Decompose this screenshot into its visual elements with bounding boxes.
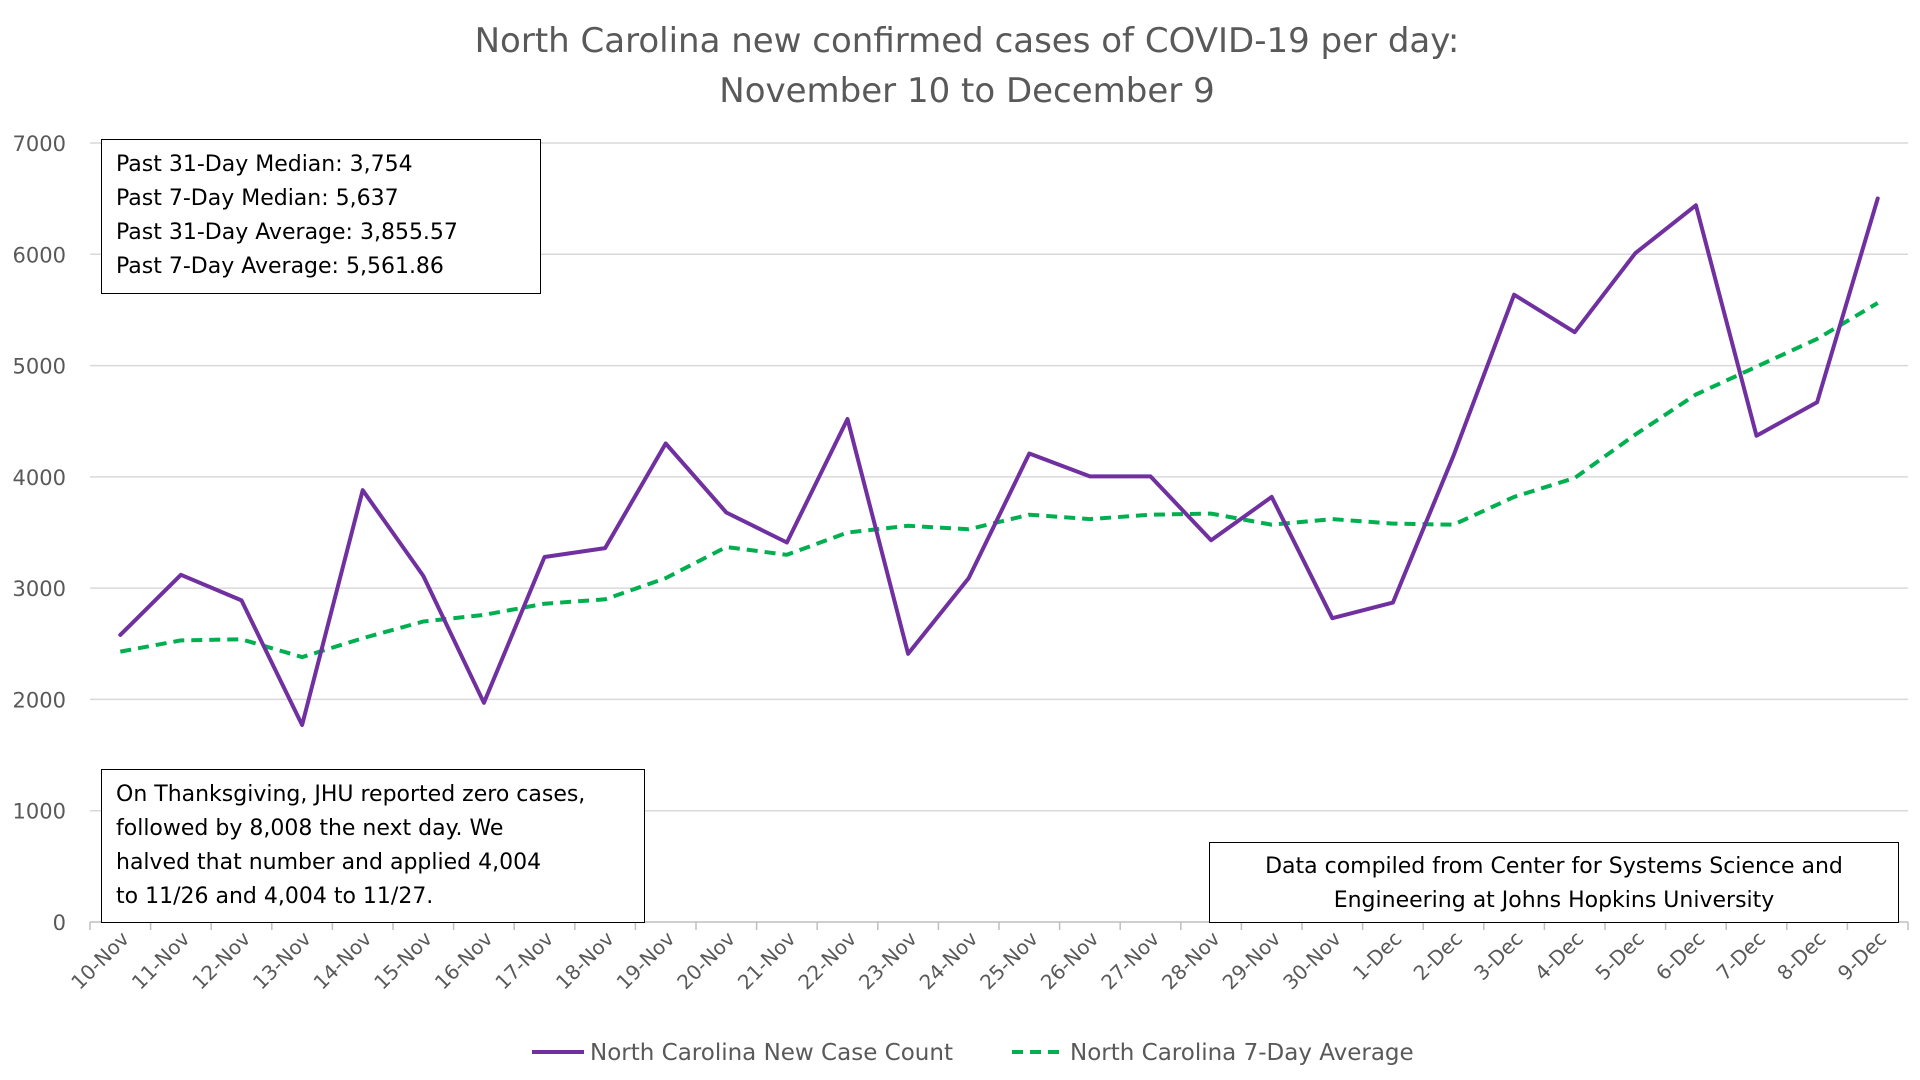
- x-tick-label: 22-Nov: [793, 926, 861, 994]
- y-tick-label: 2000: [13, 688, 66, 712]
- x-tick-label: 15-Nov: [369, 926, 437, 994]
- x-tick-label: 9-Dec: [1833, 927, 1891, 985]
- x-tick-label: 8-Dec: [1772, 927, 1830, 985]
- legend-item-7day-average: North Carolina 7-Day Average: [1012, 1040, 1414, 1066]
- x-tick-label: 1-Dec: [1348, 927, 1406, 985]
- x-tick-label: 3-Dec: [1469, 927, 1527, 985]
- x-tick-label: 14-Nov: [309, 926, 377, 994]
- legend-item-new-case-count: North Carolina New Case Count: [532, 1040, 953, 1066]
- x-tick-label: 12-Nov: [187, 926, 255, 994]
- x-tick-label: 16-Nov: [430, 926, 498, 994]
- x-tick-label: 21-Nov: [733, 926, 801, 994]
- x-tick-label: 10-Nov: [66, 926, 134, 994]
- stat-line-7day-median: Past 7-Day Median: 5,637: [116, 186, 399, 211]
- thanksgiving-note-line: halved that number and applied 4,004: [116, 850, 542, 875]
- x-tick-label: 19-Nov: [612, 926, 680, 994]
- x-tick-label: 28-Nov: [1157, 926, 1225, 994]
- series-lines: [118, 196, 1880, 727]
- chart-title-line-2: November 10 to December 9: [719, 71, 1214, 111]
- y-tick-label: 4000: [13, 466, 66, 490]
- x-axis: 10-Nov11-Nov12-Nov13-Nov14-Nov15-Nov16-N…: [66, 922, 1909, 994]
- y-tick-label: 1000: [13, 800, 66, 824]
- x-tick-label: 4-Dec: [1530, 927, 1588, 985]
- legend-label: North Carolina New Case Count: [590, 1040, 953, 1066]
- thanksgiving-note-line: followed by 8,008 the next day. We: [116, 816, 504, 841]
- legend: North Carolina New Case Count North Carol…: [532, 1040, 1414, 1066]
- x-tick-label: 23-Nov: [854, 926, 922, 994]
- y-tick-label: 0: [53, 911, 66, 935]
- x-tick-label: 27-Nov: [1096, 926, 1164, 994]
- x-tick-label: 17-Nov: [490, 926, 558, 994]
- thanksgiving-note-line: On Thanksgiving, JHU reported zero cases…: [116, 782, 586, 807]
- x-tick-label: 2-Dec: [1409, 927, 1467, 985]
- stat-line-7day-average: Past 7-Day Average: 5,561.86: [116, 254, 444, 279]
- thanksgiving-note-box: On Thanksgiving, JHU reported zero cases…: [101, 769, 645, 923]
- x-tick-label: 6-Dec: [1651, 927, 1709, 985]
- x-tick-label: 25-Nov: [975, 926, 1043, 994]
- y-axis: 0 1000 2000 3000 4000 5000 6000 7000: [13, 132, 66, 935]
- x-tick-label: 24-Nov: [915, 926, 983, 994]
- source-note-line: Data compiled from Center for Systems Sc…: [1265, 854, 1843, 879]
- x-tick-label: 5-Dec: [1590, 927, 1648, 985]
- stat-line-31day-average: Past 31-Day Average: 3,855.57: [116, 220, 458, 245]
- x-tick-label: 11-Nov: [127, 926, 195, 994]
- x-tick-label: 26-Nov: [1036, 926, 1104, 994]
- series-line-7day-average: [119, 301, 1879, 660]
- x-tick-label: 7-Dec: [1712, 927, 1770, 985]
- statistics-annotation-box: Past 31-Day Median: 3,754 Past 7-Day Med…: [101, 139, 541, 294]
- y-tick-label: 6000: [13, 243, 66, 267]
- data-source-box: Data compiled from Center for Systems Sc…: [1209, 842, 1899, 923]
- x-tick-label: 13-Nov: [248, 926, 316, 994]
- x-tick-label: 18-Nov: [551, 926, 619, 994]
- stat-line-31day-median: Past 31-Day Median: 3,754: [116, 152, 413, 177]
- chart-title-line-1: North Carolina new confirmed cases of CO…: [475, 21, 1460, 61]
- y-tick-label: 5000: [13, 355, 66, 379]
- x-tick-label: 29-Nov: [1218, 926, 1286, 994]
- x-tick-label: 30-Nov: [1278, 926, 1346, 994]
- source-note-line: Engineering at Johns Hopkins University: [1333, 888, 1775, 913]
- thanksgiving-note-line: to 11/26 and 4,004 to 11/27.: [116, 884, 434, 909]
- x-tick-label: 20-Nov: [672, 926, 740, 994]
- series-line-new-case-count: [118, 196, 1880, 727]
- y-tick-label: 3000: [13, 577, 66, 601]
- legend-label: North Carolina 7-Day Average: [1070, 1040, 1414, 1066]
- y-tick-label: 7000: [13, 132, 66, 156]
